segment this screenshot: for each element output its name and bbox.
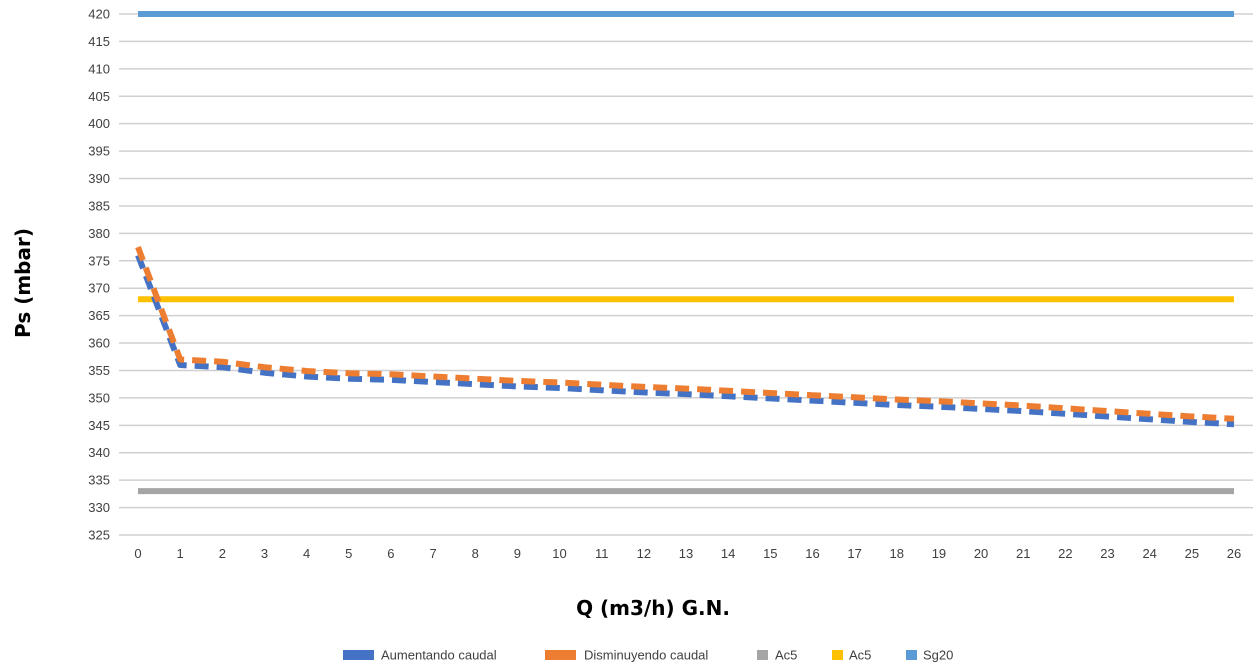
y-tick-label: 410 (88, 61, 110, 76)
x-tick-label: 13 (679, 546, 693, 561)
legend-label: Ac5 (849, 648, 871, 663)
x-axis-ticks: 0 1 2 3 4 5 6 7 8 9 10 11 12 13 14 15 16 17 18 19 20 21 22 23 24… (134, 546, 1241, 561)
legend: Aumentando caudal Disminuyendo caudal Ac5 A… (343, 648, 953, 663)
x-tick-label: 21 (1016, 546, 1030, 561)
x-tick-label: 11 (595, 546, 609, 561)
y-tick-label: 365 (88, 308, 110, 323)
y-axis-title: Ps (mbar) (11, 228, 35, 338)
y-tick-label: 415 (88, 34, 110, 49)
x-tick-label: 15 (763, 546, 777, 561)
legend-item: Ac5 (757, 648, 797, 663)
x-tick-label: 26 (1227, 546, 1241, 561)
x-tick-label: 16 (805, 546, 819, 561)
y-tick-label: 385 (88, 198, 110, 213)
series-lines (135, 11, 1235, 495)
y-tick-label: 400 (88, 116, 110, 131)
x-tick-label: 6 (387, 546, 394, 561)
legend-swatch (343, 650, 374, 660)
series-line-disminuyendo-caudal (135, 246, 1235, 422)
x-tick-label: 7 (429, 546, 436, 561)
series-line-aumentando-caudal (135, 254, 1235, 428)
y-tick-label: 350 (88, 390, 110, 405)
y-tick-label: 345 (88, 418, 110, 433)
legend-swatch (757, 650, 768, 660)
legend-swatch (832, 650, 843, 660)
legend-item: Disminuyendo caudal (545, 648, 708, 663)
y-tick-label: 325 (88, 528, 110, 543)
y-tick-label: 340 (88, 445, 110, 460)
legend-swatch (906, 650, 917, 660)
legend-label: Sg20 (923, 648, 953, 663)
x-tick-label: 8 (472, 546, 479, 561)
x-tick-label: 10 (552, 546, 566, 561)
grid (119, 13, 1253, 536)
x-tick-label: 3 (261, 546, 268, 561)
x-tick-label: 19 (932, 546, 946, 561)
x-tick-label: 0 (134, 546, 141, 561)
y-tick-label: 370 (88, 281, 110, 296)
y-tick-label: 420 (88, 7, 110, 22)
y-tick-label: 380 (88, 226, 110, 241)
x-tick-label: 20 (974, 546, 988, 561)
y-tick-label: 390 (88, 171, 110, 186)
x-tick-label: 9 (514, 546, 521, 561)
legend-swatch (545, 650, 576, 660)
x-tick-label: 25 (1185, 546, 1199, 561)
x-tick-label: 18 (890, 546, 904, 561)
x-tick-label: 1 (177, 546, 184, 561)
y-tick-label: 360 (88, 336, 110, 351)
y-tick-label: 335 (88, 473, 110, 488)
y-tick-label: 405 (88, 89, 110, 104)
y-tick-label: 375 (88, 253, 110, 268)
x-tick-label: 24 (1142, 546, 1156, 561)
x-tick-label: 14 (721, 546, 735, 561)
legend-item: Sg20 (906, 648, 953, 663)
x-tick-label: 17 (847, 546, 861, 561)
x-axis-title: Q (m3/h) G.N. (576, 596, 730, 620)
y-axis-ticks: 325 330 335 340 345 350 355 360 365 370 375 380 385 3… (88, 7, 110, 543)
legend-item: Aumentando caudal (343, 648, 497, 663)
legend-item: Ac5 (832, 648, 871, 663)
x-tick-label: 2 (219, 546, 226, 561)
y-tick-label: 355 (88, 363, 110, 378)
x-tick-label: 22 (1058, 546, 1072, 561)
legend-label: Disminuyendo caudal (584, 648, 708, 663)
y-tick-label: 395 (88, 144, 110, 159)
x-tick-label: 23 (1100, 546, 1114, 561)
x-tick-label: 5 (345, 546, 352, 561)
legend-label: Aumentando caudal (381, 648, 497, 663)
y-tick-label: 330 (88, 500, 110, 515)
x-tick-label: 12 (637, 546, 651, 561)
legend-label: Ac5 (775, 648, 797, 663)
x-tick-label: 4 (303, 546, 310, 561)
